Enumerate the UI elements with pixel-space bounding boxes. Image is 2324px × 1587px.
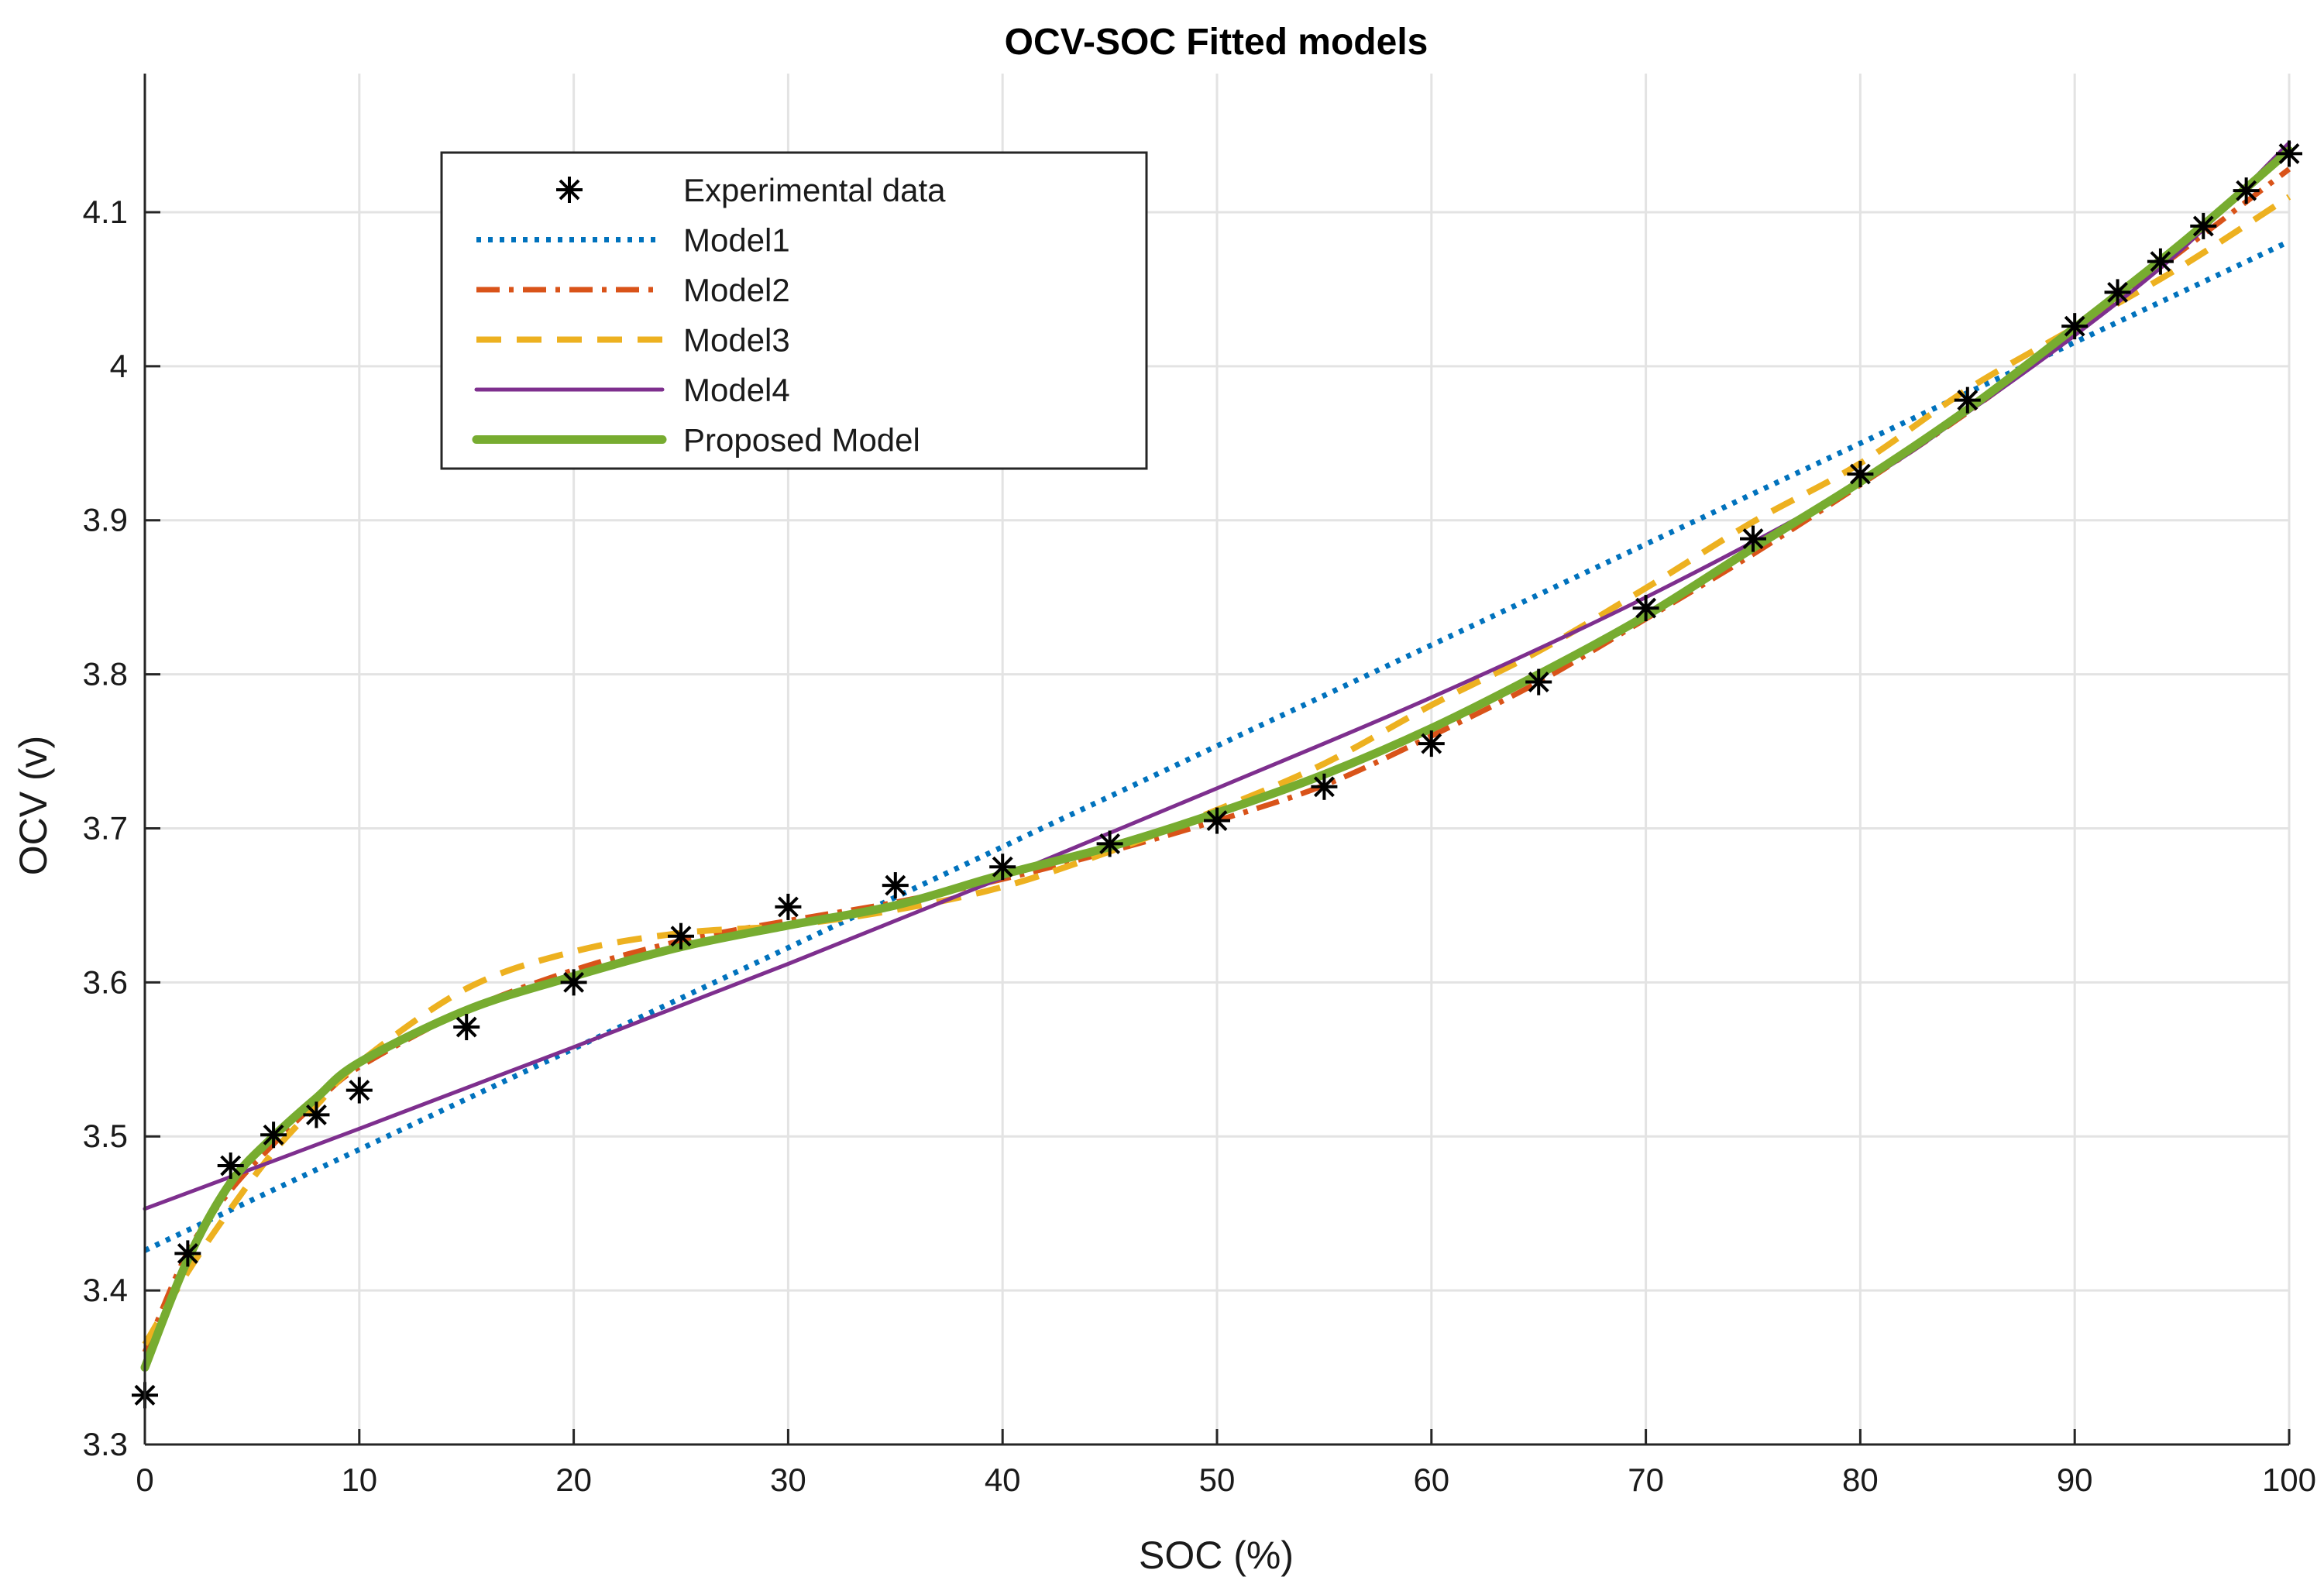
y-tick-label: 3.4: [83, 1272, 128, 1308]
experimental-data-point: [217, 1152, 244, 1180]
experimental-data-point: [2276, 140, 2302, 167]
experimental-data-point: [1418, 730, 1445, 757]
experimental-data-point: [1311, 773, 1338, 800]
experimental-data-point: [882, 872, 909, 899]
experimental-data-point: [1740, 525, 1766, 552]
experimental-data-point: [174, 1240, 201, 1267]
experimental-data-point: [1096, 830, 1123, 857]
x-axis-title: SOC (%): [1139, 1534, 1294, 1577]
experimental-data-point: [2061, 313, 2089, 340]
x-tick-label: 70: [1628, 1462, 1664, 1498]
y-tick-label: 3.3: [83, 1426, 128, 1462]
legend-label-model2: Model2: [683, 272, 790, 308]
y-tick-label: 3.5: [83, 1118, 128, 1154]
experimental-data-point: [668, 922, 694, 950]
x-tick-label: 30: [770, 1462, 806, 1498]
experimental-data-point: [1525, 668, 1552, 696]
y-tick-label: 4.1: [83, 194, 128, 230]
experimental-data-point: [2190, 212, 2217, 239]
legend-label-model4: Model4: [683, 372, 790, 408]
experimental-data-point: [1632, 595, 1659, 622]
x-tick-label: 90: [2057, 1462, 2093, 1498]
experimental-data-point: [303, 1101, 330, 1128]
x-tick-label: 50: [1199, 1462, 1236, 1498]
legend-label-proposed-model: Proposed Model: [683, 422, 920, 459]
series-line-model4: [143, 140, 2291, 1211]
legend-box: [440, 151, 1148, 470]
x-tick-label: 60: [1413, 1462, 1449, 1498]
y-tick-label: 3.9: [83, 502, 128, 538]
legend-marker-experimental-data: [556, 177, 583, 203]
experimental-data-point: [989, 854, 1016, 881]
experimental-data-point: [1847, 461, 1874, 488]
y-tick-label: 4: [110, 348, 128, 384]
experimental-data-point: [453, 1014, 480, 1041]
x-tick-label: 100: [2262, 1462, 2316, 1498]
experimental-data-point: [1954, 386, 1981, 414]
experimental-data-point: [2233, 177, 2260, 204]
experimental-markers: [132, 140, 2302, 1409]
experimental-data-point: [260, 1122, 287, 1149]
legend-label-experimental-data: Experimental data: [683, 172, 946, 208]
y-tick-label: 3.7: [83, 809, 128, 846]
experimental-data-point: [1204, 807, 1230, 834]
y-tick-label: 3.8: [83, 656, 128, 692]
experimental-data-point: [2147, 248, 2174, 275]
legend-label-model3: Model3: [683, 322, 790, 359]
legend: Experimental data Model1 Model2 Model3 Model…: [440, 151, 1148, 470]
x-tick-label: 10: [341, 1462, 377, 1498]
legend-label-model1: Model1: [683, 222, 790, 259]
chart-title: OCV-SOC Fitted models: [1005, 22, 1428, 63]
experimental-data-point: [775, 893, 802, 920]
y-axis-title: OCV (v): [12, 736, 55, 876]
experimental-data-point: [560, 969, 587, 996]
experimental-data-point: [2104, 279, 2131, 306]
x-tick-label: 80: [1842, 1462, 1879, 1498]
axes: 0 10 20 30 40 50 60 70 80 90 100 3.3 3.4 3.5 3.6 3.7 3.8…: [83, 74, 2316, 1498]
experimental-data-point: [346, 1077, 373, 1104]
x-tick-label: 0: [136, 1462, 153, 1498]
x-tick-label: 20: [555, 1462, 592, 1498]
x-tick-label: 40: [985, 1462, 1021, 1498]
y-tick-label: 3.6: [83, 964, 128, 1000]
